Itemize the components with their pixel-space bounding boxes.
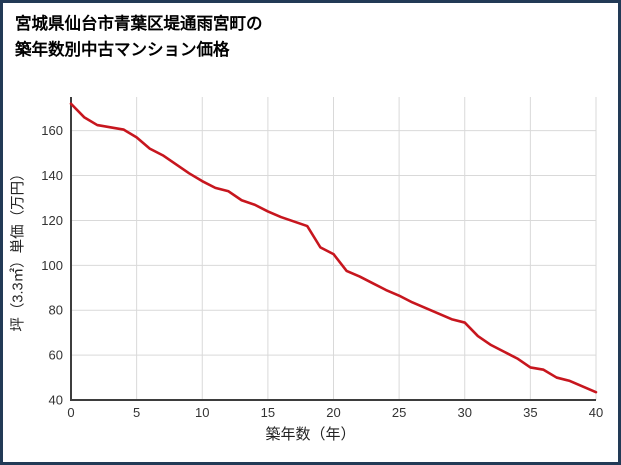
x-tick-label: 20 [326,405,340,420]
x-tick-label: 25 [392,405,406,420]
y-tick-label: 140 [41,168,63,183]
price-line-chart: 0 5 10 15 20 25 30 35 40 40 60 80 100 120 140 160 [41,97,603,420]
x-tick-label: 30 [458,405,472,420]
chart-area: 0 5 10 15 20 25 30 35 40 40 60 80 100 120 140 160 坪（3.3… [3,65,618,423]
chart-title-line2: 築年数別中古マンション価格 [15,40,230,59]
y-tick-label: 120 [41,213,63,228]
y-tick-label: 40 [49,393,63,408]
chart-title: 宮城県仙台市青葉区堤通雨宮町の 築年数別中古マンション価格 [3,3,618,63]
y-tick-label: 100 [41,258,63,273]
x-tick-label: 0 [67,405,74,420]
x-tick-label: 15 [261,405,275,420]
x-axis-label: 築年数（年） [265,426,356,444]
y-tick-label: 80 [49,303,63,318]
x-tick-label: 5 [133,405,140,420]
y-axis-label: 坪（3.3㎡）単価（万円） [10,166,27,332]
price-line [69,102,598,394]
x-tick-label: 10 [195,405,209,420]
chart-title-line1: 宮城県仙台市青葉区堤通雨宮町の [15,15,263,33]
x-tick-label: 35 [523,405,537,420]
x-tick-label: 40 [589,405,603,420]
y-tick-label: 160 [41,123,63,138]
y-tick-label: 60 [49,348,63,363]
